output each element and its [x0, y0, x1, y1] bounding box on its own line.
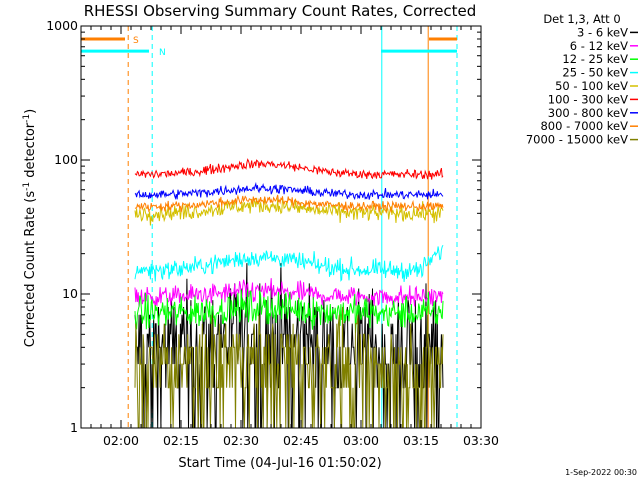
- series-line-0: [134, 263, 444, 429]
- series-line-4: [134, 197, 444, 226]
- flag-label-N: N: [159, 48, 166, 58]
- footer-timestamp: 1-Sep-2022 00:30: [565, 468, 637, 477]
- x-tick-label-0: 02:00: [103, 433, 139, 448]
- y-axis-label-sup2: -1: [22, 114, 32, 123]
- x-tick-label-6: 03:30: [463, 433, 499, 448]
- flag-label-S: S: [133, 36, 139, 46]
- legend-entry-1: 6 - 12 keV: [570, 39, 628, 53]
- legend-entry-7: 800 - 7000 keV: [540, 119, 628, 133]
- y-tick-label-3: 1000: [46, 18, 78, 33]
- legend-entry-3: 25 - 50 keV: [562, 66, 628, 80]
- x-axis: 02:00 02:15 02:30 02:45 03:00 03:15 03:30: [80, 26, 499, 448]
- legend-entry-0: 3 - 6 keV: [577, 25, 628, 39]
- chart-title: RHESSI Observing Summary Count Rates, Co…: [84, 2, 477, 20]
- legend-title: Det 1,3, Att 0: [543, 12, 620, 26]
- x-axis-label: Start Time (04-Jul-16 01:50:02): [178, 456, 381, 471]
- y-axis-label-mid: detector: [23, 122, 38, 182]
- legend-entry-8: 7000 - 15000 keV: [526, 133, 628, 147]
- x-tick-label-4: 03:00: [343, 433, 379, 448]
- y-tick-label-0: 1: [70, 420, 78, 435]
- plot-area: SN: [80, 25, 482, 429]
- legend-entry-5: 100 - 300 keV: [548, 92, 628, 106]
- x-tick-label-5: 03:15: [403, 433, 439, 448]
- series-line-2: [134, 289, 444, 334]
- series-line-6: [134, 181, 444, 201]
- y-axis-label: Corrected Count Rate (s-1 detector-1): [22, 109, 38, 347]
- legend-entry-6: 300 - 800 keV: [548, 106, 628, 120]
- series-line-5: [134, 158, 444, 180]
- legend-entry-2: 12 - 25 keV: [562, 52, 628, 66]
- series-line-3: [134, 244, 444, 283]
- x-tick-label-1: 02:15: [163, 433, 199, 448]
- x-tick-label-3: 02:45: [283, 433, 319, 448]
- series-line-7: [134, 194, 444, 214]
- y-axis-label-end: ): [23, 109, 38, 114]
- y-tick-label-1: 10: [62, 286, 78, 301]
- y-axis: 1 10 100 1000: [46, 18, 481, 435]
- x-tick-label-2: 02:30: [223, 433, 259, 448]
- y-axis-label-main: Corrected Count Rate (s: [23, 191, 38, 348]
- y-tick-label-2: 100: [54, 152, 78, 167]
- legend-entry-4: 50 - 100 keV: [555, 79, 628, 93]
- y-axis-label-sup1: -1: [22, 182, 32, 191]
